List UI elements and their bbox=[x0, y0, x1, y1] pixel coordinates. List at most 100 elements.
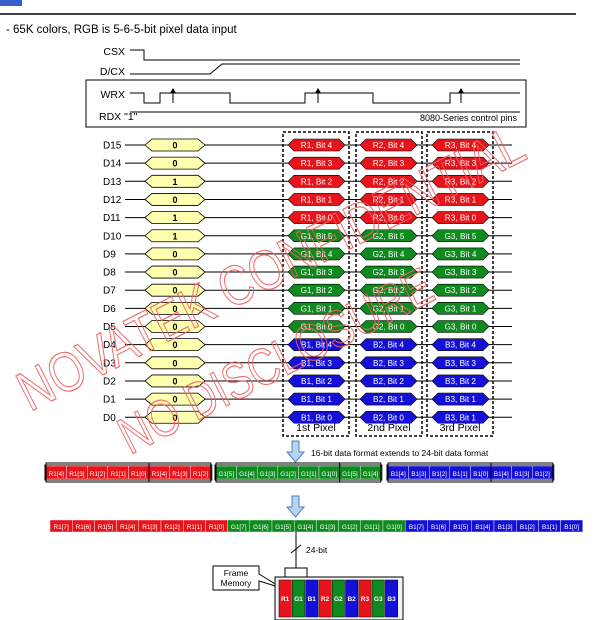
pixel-2-box bbox=[355, 131, 423, 437]
pixel-bit-label: B3, Bit 2 bbox=[445, 377, 476, 386]
bus-row: D11 1 R1, Bit 0 R2, Bit 0 R3, Bit 0 bbox=[103, 211, 512, 224]
pixel-bit-label: R1, Bit 1 bbox=[301, 195, 333, 204]
pixel-bit-label: B2, Bit 2 bbox=[373, 377, 404, 386]
bus-pin-label: D2 bbox=[103, 376, 116, 387]
bit-cell-label: R1[2] bbox=[90, 471, 105, 478]
pixel-bit-label: G2, Bit 1 bbox=[373, 304, 405, 313]
pixel-bit-label: B3, Bit 3 bbox=[445, 359, 476, 368]
frame-memory-line-2: Memory bbox=[221, 578, 252, 588]
rdx-value: "1" bbox=[124, 111, 138, 123]
frame-cell-label: R1 bbox=[281, 596, 290, 603]
pixel-bit-cell bbox=[287, 211, 346, 224]
bus-value: 1 bbox=[172, 213, 177, 223]
bus-pin-label: D3 bbox=[103, 358, 116, 369]
bus-row: D7 0 G1, Bit 2 G2, Bit 2 G3, Bit 2 bbox=[103, 283, 512, 297]
pixel-bit-label: B1, Bit 0 bbox=[301, 413, 332, 422]
bit-cell-label: R1[2] bbox=[164, 524, 179, 531]
pixel-bit-cell bbox=[431, 138, 490, 152]
pixel-bit-label: R2, Bit 2 bbox=[373, 177, 405, 186]
frame-memory-line-1: Frame bbox=[224, 568, 249, 578]
bus-value-hex bbox=[144, 265, 206, 279]
bit-cell-label: R1[2] bbox=[193, 471, 208, 478]
bus-row: D15 0 R1, Bit 4 R2, Bit 4 R3, Bit 4 bbox=[103, 138, 512, 152]
bus-row: D9 0 G1, Bit 4 G2, Bit 4 G3, Bit 4 bbox=[103, 247, 512, 261]
bit-cell-label: G1[1] bbox=[301, 471, 317, 478]
pixel-bit-cell bbox=[359, 392, 418, 406]
pixel-bit-cell bbox=[287, 193, 346, 206]
pixel-bit-cell bbox=[359, 374, 418, 388]
bus-pin-label: D13 bbox=[103, 177, 122, 188]
bit-cell-label: B1[4] bbox=[475, 524, 490, 531]
frame-cell bbox=[331, 579, 345, 618]
pixel-bit-cell bbox=[287, 229, 346, 243]
pixel-bit-label: R1, Bit 4 bbox=[301, 141, 333, 150]
control-pins-box bbox=[85, 79, 527, 128]
bit-cell-label: G1[3] bbox=[260, 471, 276, 478]
header-accent bbox=[0, 0, 22, 6]
bus-row: D4 0 B1, Bit 4 B2, Bit 4 B3, Bit 4 bbox=[103, 338, 512, 351]
pixel-bit-cell bbox=[287, 265, 346, 279]
bit-cell-label: B1[3] bbox=[514, 471, 529, 478]
bit-cell-label: B1[2] bbox=[520, 524, 535, 531]
pixel-bit-cell bbox=[359, 410, 418, 424]
pixel-bit-cell bbox=[431, 229, 490, 243]
pixel-bit-label: B2, Bit 1 bbox=[373, 395, 404, 404]
pixel-bit-cell bbox=[431, 410, 490, 424]
bit-cell-label: G1[2] bbox=[280, 471, 296, 478]
frame-cell-label: G3 bbox=[374, 596, 383, 603]
bus-value-hex bbox=[144, 374, 206, 388]
bus-row: D1 0 B1, Bit 1 B2, Bit 1 B3, Bit 1 bbox=[103, 392, 512, 406]
bit-cell-label: G1[5] bbox=[275, 524, 291, 531]
frame-cell-label: B3 bbox=[387, 596, 396, 603]
pixel-bit-cell bbox=[359, 302, 418, 315]
bus-pin-label: D5 bbox=[103, 322, 116, 333]
frame-cell-label: R2 bbox=[321, 596, 330, 603]
pixel-bit-cell bbox=[431, 283, 490, 297]
frame-cell-label: R3 bbox=[361, 596, 370, 603]
pixel-bit-cell bbox=[359, 283, 418, 297]
wrx-rising-edge-arrows bbox=[170, 88, 464, 93]
bus-pin-label: D12 bbox=[103, 195, 122, 206]
pixel-label-1: 1st Pixel bbox=[296, 422, 336, 434]
pixel-bit-cell bbox=[287, 247, 346, 261]
bus-row: D13 1 R1, Bit 2 R2, Bit 2 R3, Bit 2 bbox=[103, 174, 512, 188]
bit-cell-label: R1[3] bbox=[172, 471, 187, 478]
bus-value: 0 bbox=[172, 413, 177, 423]
row-24bit: R1[7] R1[6] R1[5] R1[4] R1[3] R1[2] R1[1] R1[0]… bbox=[49, 519, 583, 533]
pixel-3-box bbox=[426, 131, 494, 437]
pixel-bit-cell bbox=[359, 247, 418, 261]
pixel-bit-label: R2, Bit 1 bbox=[373, 195, 405, 204]
pixel-bit-cell bbox=[359, 138, 418, 152]
segment-border bbox=[214, 464, 383, 481]
page-heading: - 65K colors, RGB is 5-6-5-bit pixel dat… bbox=[6, 24, 238, 36]
bit-cell-label: R1[1] bbox=[187, 524, 202, 531]
pixel-bit-label: B1, Bit 2 bbox=[301, 377, 332, 386]
bit-cell-label: G1[4] bbox=[297, 524, 313, 531]
bus-row: D5 0 G1, Bit 0 G2, Bit 0 G3, Bit 0 bbox=[103, 320, 512, 333]
bit-cell-label: R1[4] bbox=[49, 471, 64, 478]
wrx-waveform bbox=[130, 92, 520, 104]
pixel-bit-label: G3, Bit 2 bbox=[445, 286, 477, 295]
bus-value: 0 bbox=[172, 249, 177, 259]
original-bits-bracket bbox=[387, 462, 492, 483]
bus-24bit-slash bbox=[290, 544, 302, 554]
bus-value: 0 bbox=[172, 340, 177, 350]
pixel-bit-cell bbox=[431, 193, 490, 206]
pixel-bit-cell bbox=[431, 392, 490, 406]
bus-value: 0 bbox=[172, 358, 177, 368]
bus-value-hex bbox=[144, 138, 206, 152]
bus-value: 0 bbox=[172, 159, 177, 169]
bus-value: 1 bbox=[172, 231, 177, 241]
bus-row: D12 0 R1, Bit 1 R2, Bit 1 R3, Bit 1 bbox=[103, 193, 512, 206]
bus-value-hex bbox=[144, 356, 206, 370]
pixel-bit-label: B2, Bit 4 bbox=[373, 341, 404, 350]
bus-value: 0 bbox=[172, 286, 177, 296]
pixel-bit-label: R1, Bit 0 bbox=[301, 214, 333, 223]
bit-cell-label: G1[3] bbox=[320, 524, 336, 531]
control-pins-caption: 8080-Series control pins bbox=[420, 113, 518, 123]
rdx-label: RDX "1" bbox=[99, 111, 138, 123]
frame-cell bbox=[371, 579, 385, 618]
bit-cell-label: B1[7] bbox=[409, 524, 424, 531]
pixel-bit-label: G1, Bit 5 bbox=[301, 232, 333, 241]
pixel-bit-label: B1, Bit 3 bbox=[301, 359, 332, 368]
